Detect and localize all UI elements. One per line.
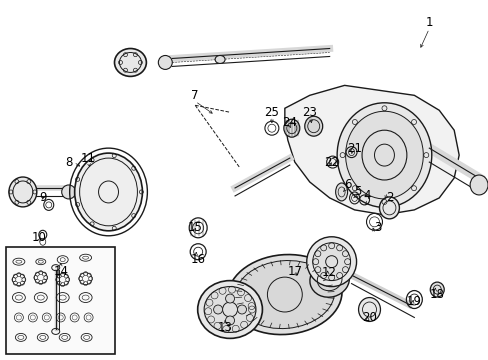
Text: 2: 2 [385, 192, 392, 204]
Ellipse shape [345, 111, 423, 199]
Ellipse shape [469, 175, 487, 195]
Text: 18: 18 [429, 288, 444, 301]
Ellipse shape [158, 55, 172, 69]
Ellipse shape [227, 255, 341, 334]
Ellipse shape [114, 49, 146, 76]
Ellipse shape [225, 316, 234, 325]
Text: 23: 23 [302, 106, 317, 119]
Text: 6: 6 [343, 179, 351, 192]
Ellipse shape [75, 153, 142, 231]
Text: 7: 7 [191, 89, 199, 102]
Ellipse shape [225, 294, 234, 303]
Ellipse shape [346, 147, 356, 158]
Text: 10: 10 [31, 231, 46, 244]
Text: 12: 12 [322, 266, 337, 279]
Text: 3: 3 [373, 221, 380, 234]
Ellipse shape [336, 103, 431, 207]
Polygon shape [285, 85, 458, 215]
Text: 25: 25 [264, 106, 279, 119]
Text: 17: 17 [287, 265, 302, 278]
Text: 15: 15 [187, 221, 202, 234]
Text: 19: 19 [406, 295, 421, 308]
Ellipse shape [312, 243, 350, 280]
Ellipse shape [203, 287, 255, 332]
Ellipse shape [197, 280, 262, 338]
Text: 1: 1 [425, 16, 432, 29]
Text: 13: 13 [217, 321, 232, 334]
Ellipse shape [237, 305, 246, 314]
Text: 20: 20 [361, 311, 376, 324]
Text: 16: 16 [190, 253, 205, 266]
Ellipse shape [283, 119, 299, 137]
Ellipse shape [61, 185, 76, 199]
Ellipse shape [429, 282, 443, 297]
Ellipse shape [309, 262, 349, 297]
Text: 8: 8 [65, 156, 72, 168]
Ellipse shape [379, 197, 399, 219]
Ellipse shape [235, 261, 334, 329]
Text: 5: 5 [353, 185, 361, 198]
Ellipse shape [358, 298, 380, 321]
Text: 9: 9 [39, 192, 46, 204]
Text: 14: 14 [53, 265, 68, 278]
Text: 21: 21 [346, 141, 361, 155]
Text: 4: 4 [363, 189, 370, 202]
Ellipse shape [9, 177, 37, 207]
Text: 22: 22 [324, 156, 339, 168]
Ellipse shape [213, 305, 222, 314]
Text: 24: 24 [282, 116, 297, 129]
Ellipse shape [304, 116, 322, 136]
Ellipse shape [215, 55, 224, 63]
Ellipse shape [335, 183, 347, 201]
Ellipse shape [306, 237, 356, 287]
Bar [6, 247, 115, 354]
Text: 11: 11 [81, 152, 96, 165]
